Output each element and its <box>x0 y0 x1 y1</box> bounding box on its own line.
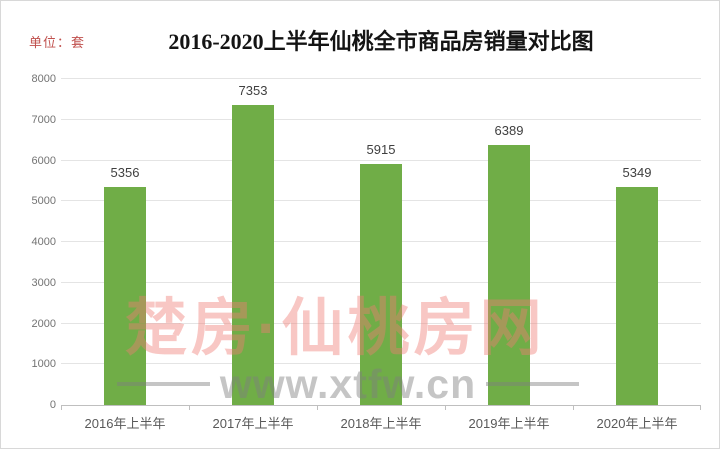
y-axis-label: 4000 <box>31 236 56 248</box>
bar-2016年上半年 <box>104 186 146 405</box>
bar-2018年上半年 <box>360 163 402 405</box>
x-axis-label: 2017年上半年 <box>212 416 294 431</box>
x-axis-tick <box>445 405 446 410</box>
x-axis-tick <box>61 405 62 410</box>
gridline-8000 <box>61 78 701 79</box>
x-axis-tick <box>189 405 190 410</box>
bar-value-label: 5349 <box>622 165 652 181</box>
x-axis-label: 2019年上半年 <box>468 416 550 431</box>
x-axis-label: 2016年上半年 <box>84 416 166 431</box>
y-axis-label: 7000 <box>31 113 56 126</box>
x-axis-label: 2020年上半年 <box>596 416 678 431</box>
y-axis-label: 3000 <box>31 276 56 289</box>
bar-value-label: 5356 <box>110 164 140 180</box>
bar-2020年上半年 <box>616 187 658 405</box>
y-axis-label: 6000 <box>31 154 56 167</box>
y-axis-label: 8000 <box>31 73 56 85</box>
bar-2017年上半年 <box>232 105 274 405</box>
chart-title: 2016-2020上半年仙桃全市商品房销量对比图 <box>168 29 594 54</box>
y-axis-label: 0 <box>49 399 56 411</box>
x-axis-label: 2018年上半年 <box>340 416 422 431</box>
plot-area: 5356 7353 5915 6389 5349 <box>61 78 701 410</box>
bar-value-label: 7353 <box>238 83 268 99</box>
x-axis-tick <box>573 405 574 410</box>
gridline-7000 <box>61 118 701 120</box>
bar-value-label: 6389 <box>494 122 524 138</box>
x-axis-tick <box>317 405 318 410</box>
x-axis-tick <box>700 405 701 410</box>
bar-value-label: 5915 <box>366 141 396 157</box>
gridline-6000 <box>61 159 701 161</box>
y-axis-label: 2000 <box>31 317 56 330</box>
unit-label: 单位：套 <box>29 35 86 50</box>
y-axis-label: 5000 <box>31 195 56 208</box>
y-axis-label: 1000 <box>31 358 56 371</box>
bar-2019年上半年 <box>488 144 530 405</box>
